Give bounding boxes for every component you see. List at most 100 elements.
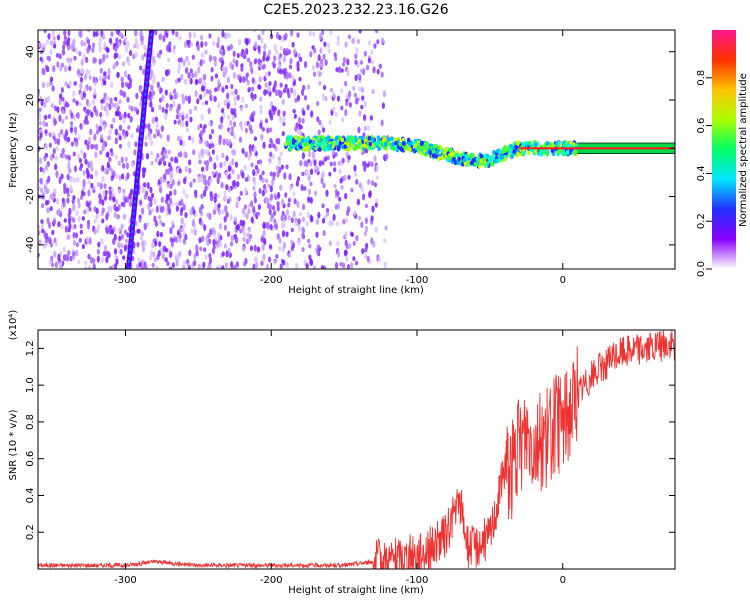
noise-dot	[318, 160, 322, 167]
noise-dot	[345, 255, 349, 262]
noise-dot	[43, 43, 47, 49]
signal-dot	[489, 155, 494, 161]
noise-dot	[181, 140, 186, 148]
noise-dot	[279, 184, 283, 191]
spectrogram-frame	[37, 29, 676, 270]
noise-dot	[212, 40, 216, 46]
noise-dot	[61, 62, 65, 68]
noise-dot	[371, 205, 375, 213]
noise-dot	[256, 211, 261, 217]
noise-dot	[258, 159, 263, 165]
noise-dot	[278, 245, 282, 251]
noise-dot	[112, 117, 116, 124]
noise-dot	[238, 136, 243, 143]
noise-dot	[235, 201, 239, 209]
noise-dot	[59, 152, 64, 159]
noise-dot	[38, 224, 41, 230]
noise-dot	[208, 264, 212, 269]
noise-dot	[164, 257, 168, 263]
noise-dot	[55, 170, 59, 178]
noise-dot	[135, 128, 140, 133]
noise-dot	[269, 113, 274, 121]
noise-dot	[373, 155, 377, 162]
snr-ylabel: SNR (10 * v/v)	[8, 409, 19, 480]
noise-dot	[280, 222, 285, 229]
noise-dot	[82, 191, 86, 197]
y-tick-label: 0.2	[25, 524, 36, 540]
signal-dot	[287, 136, 292, 142]
noise-dot	[275, 138, 279, 144]
noise-dot	[299, 124, 303, 130]
noise-dot	[174, 156, 179, 164]
noise-dot	[128, 49, 133, 57]
noise-dot	[118, 235, 122, 242]
noise-dot	[320, 177, 324, 185]
signal-dot	[305, 137, 310, 142]
noise-dot	[65, 187, 69, 194]
noise-dot	[306, 84, 311, 90]
noise-dot	[96, 255, 100, 263]
noise-dot	[242, 51, 246, 58]
x-tick-label: -200	[260, 575, 283, 586]
noise-dot	[344, 192, 348, 200]
noise-dot	[225, 32, 230, 38]
noise-dot	[170, 220, 175, 226]
noise-dot	[110, 123, 114, 129]
noise-dot	[46, 206, 50, 214]
noise-dot	[227, 45, 231, 52]
noise-dot	[48, 142, 53, 148]
noise-dot	[269, 127, 273, 133]
noise-dot	[313, 159, 317, 166]
noise-dot	[355, 235, 359, 242]
noise-dot	[324, 156, 328, 162]
noise-dot	[197, 263, 201, 269]
noise-dot	[242, 230, 247, 238]
noise-dot	[95, 129, 100, 135]
noise-dot	[233, 96, 237, 102]
noise-dot	[211, 149, 215, 155]
noise-dot	[333, 161, 337, 167]
noise-dot	[114, 154, 118, 160]
noise-dot	[235, 224, 239, 230]
noise-dot	[56, 61, 60, 68]
noise-dot	[198, 77, 202, 85]
noise-dot	[222, 112, 226, 119]
noise-dot	[191, 72, 195, 79]
noise-dot	[208, 143, 212, 150]
noise-dot	[211, 170, 215, 176]
noise-dot	[245, 212, 249, 220]
noise-dot	[231, 114, 235, 121]
noise-dot	[166, 44, 170, 52]
noise-dot	[294, 126, 298, 132]
noise-dot	[55, 197, 60, 205]
noise-dot	[187, 95, 191, 103]
noise-dot	[93, 227, 97, 235]
noise-dot	[71, 204, 76, 212]
noise-dot	[207, 233, 211, 239]
noise-dot	[153, 215, 157, 223]
noise-dot	[366, 255, 370, 263]
noise-dot	[114, 45, 118, 53]
noise-dot	[100, 103, 104, 111]
noise-dot	[372, 241, 376, 248]
noise-dot	[282, 56, 286, 63]
noise-dot	[338, 168, 342, 175]
noise-dot	[330, 220, 335, 226]
noise-dot	[84, 260, 88, 266]
noise-dot	[282, 241, 287, 249]
noise-dot	[224, 66, 228, 73]
noise-dot	[344, 108, 348, 117]
noise-dot	[102, 140, 107, 146]
signal-dot	[515, 140, 520, 146]
colorbar-tick-label: 0.2	[696, 213, 707, 229]
noise-dot	[160, 125, 164, 132]
noise-dot	[203, 91, 207, 98]
noise-dot	[202, 73, 207, 81]
noise-dot	[321, 93, 326, 101]
noise-dot	[78, 166, 83, 172]
noise-dot	[252, 30, 257, 33]
noise-dot	[140, 265, 145, 269]
noise-dot	[174, 254, 178, 260]
noise-dot	[264, 118, 269, 124]
noise-dot	[248, 233, 253, 240]
